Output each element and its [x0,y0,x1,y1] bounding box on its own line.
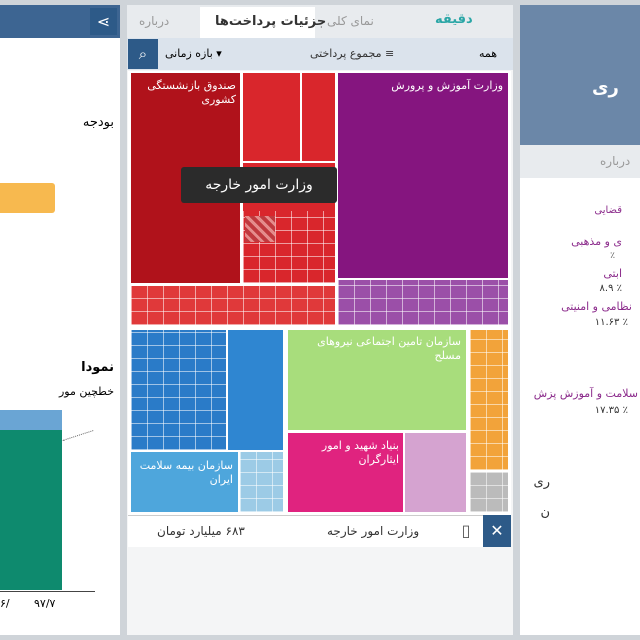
share-button[interactable]: ⋖ [90,8,117,35]
item: ری [533,475,550,490]
logo: دقیقه [435,12,473,27]
treemap-cell[interactable] [338,73,508,278]
measure-filter[interactable]: ≡ مجموع پرداختی [310,47,395,60]
x-axis [0,591,95,592]
right-tab-bar [520,145,640,178]
item: قضایی [594,205,622,216]
cell-label: بنیاد شهید و امور ایثارگران [321,439,399,466]
item: ٪ [610,251,615,261]
treemap-cell-group [131,330,226,450]
measure-label: مجموع پرداختی [310,47,382,60]
selected-cell[interactable] [245,216,275,242]
left-panel: ⋖ بودجه نمودا خطچین مور /۶ ۹۷/۷ [0,5,120,635]
item: نظامی و امنیتی [561,300,632,313]
cell-border [243,161,335,163]
search-button[interactable]: ⌕ [128,39,158,69]
cell-label: صندوق بازنشستگی کشوری [147,79,236,106]
period-filter[interactable]: ▾ بازه زمانی [165,47,222,60]
treemap-cell-group [470,330,508,470]
right-title: ری [592,77,619,98]
right-panel: ری درباره قضایی ی و مذهبی ٪ ابتی ٪ ۸.۹ ن… [520,5,640,635]
treemap: صندوق بازنشستگی کشوری وزارت آموزش و پرور… [128,71,511,515]
item: ن [540,505,550,520]
footer [128,515,511,547]
treemap-cell-group [240,452,283,512]
cell-border [300,73,302,163]
filter[interactable]: همه [479,47,498,60]
item: ٪ ۱۷.۳۵ [594,405,628,416]
chart-note: خطچین مور [59,385,114,398]
middle-panel: درباره جزئیات پرداخت‌ها نمای کلی دقیقه ⌕… [127,5,513,635]
tab-label: جزئیات پرداخت‌ها [215,14,327,29]
treemap-cell-group [131,286,335,325]
treemap-cell-group [470,472,508,512]
close-button[interactable]: ✕ [483,515,511,547]
x-tick-label: ۹۷/۷ [34,597,56,610]
budget-label: بودجه [82,115,114,130]
item: ابتی [603,267,622,280]
item: ٪ ۱۱.۶۳ [594,317,628,328]
document-button[interactable]: ▯ [461,521,471,540]
tooltip: وزارت امور خارجه [181,167,337,203]
toolbar [127,38,513,70]
treemap-cell[interactable] [288,433,403,512]
x-tick-label: /۶ [0,597,10,610]
tab-bar [127,5,513,38]
tab[interactable]: درباره [600,154,631,168]
tab[interactable]: درباره [139,14,170,28]
period-label: بازه زمانی [165,47,213,60]
cell-label: سازمان تامین اجتماعی نیروهای مسلح [317,335,461,362]
chart-area [0,430,62,590]
cell-label: وزارت آموزش و پرورش [391,79,503,92]
footer-name: وزارت امور خارجه [327,524,420,538]
treemap-cell[interactable] [131,452,238,512]
item: ی و مذهبی [571,235,622,248]
treemap-cell[interactable] [288,330,466,430]
treemap-cell-group [338,280,508,325]
item: سلامت و آموزش پزش [533,387,638,400]
treemap-cell[interactable] [228,330,283,450]
chart-title: نمودا [81,360,114,375]
right-header [520,5,640,145]
footer-amount: ۶۸۳ میلیارد تومان [157,524,245,538]
treemap-cell[interactable] [405,433,466,512]
active-tab[interactable] [200,7,315,38]
trend-line [62,430,94,441]
tab[interactable]: نمای کلی [327,14,374,28]
budget-bar [0,183,55,213]
item: ٪ ۸.۹ [599,283,622,294]
cell-label: سازمان بیمه سلامت ایران [139,459,233,486]
